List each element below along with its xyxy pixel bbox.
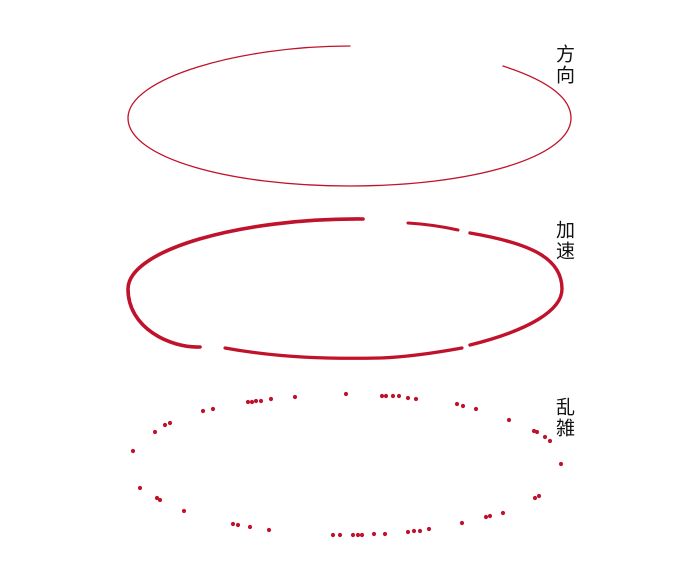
scatter-dot bbox=[337, 532, 343, 538]
scatter-dot bbox=[371, 531, 377, 537]
scatter-dot bbox=[235, 522, 241, 528]
scatter-dot bbox=[532, 495, 538, 501]
label-direction: 方向 bbox=[553, 44, 575, 86]
scatter-dot bbox=[413, 396, 419, 402]
scatter-dot bbox=[506, 417, 512, 423]
scatter-dot bbox=[558, 461, 564, 467]
scatter-dot bbox=[411, 528, 417, 534]
scatter-dot bbox=[359, 532, 365, 538]
scatter-dot bbox=[247, 524, 253, 530]
scatter-dot bbox=[249, 399, 255, 405]
scatter-dot bbox=[547, 438, 553, 444]
scatter-dot bbox=[167, 420, 173, 426]
scatter-dot bbox=[152, 429, 158, 435]
scatter-dot bbox=[245, 399, 251, 405]
scatter-dot bbox=[350, 532, 356, 538]
scatter-dot bbox=[405, 529, 411, 535]
scatter-dot bbox=[483, 514, 489, 520]
scatter-dot bbox=[200, 408, 206, 414]
scatter-dot bbox=[355, 532, 361, 538]
scatter-dot bbox=[154, 495, 160, 501]
scatter-dot bbox=[181, 508, 187, 514]
scatter-dot bbox=[230, 521, 236, 527]
scatter-dot bbox=[405, 395, 411, 401]
scatter-dot bbox=[379, 393, 385, 399]
scatter-dot bbox=[396, 393, 402, 399]
scatter-dot bbox=[531, 428, 537, 434]
scatter-dot bbox=[460, 403, 466, 409]
scatter-dot bbox=[473, 406, 479, 412]
scatter-dot bbox=[459, 520, 465, 526]
scatter-dot bbox=[210, 406, 216, 412]
scatter-dot bbox=[162, 422, 168, 428]
scatter-dot bbox=[542, 434, 548, 440]
label-random: 乱雑 bbox=[553, 397, 575, 439]
directional-ellipse bbox=[127, 45, 572, 187]
scatter-dot bbox=[426, 526, 432, 532]
scatter-dot bbox=[258, 398, 264, 404]
scatter-dot bbox=[330, 532, 336, 538]
scatter-dot bbox=[292, 394, 298, 400]
scatter-dot bbox=[268, 396, 274, 402]
label-acceleration: 加速 bbox=[553, 220, 575, 262]
scatter-dot bbox=[383, 393, 389, 399]
scatter-dot bbox=[253, 398, 259, 404]
scatter-dot bbox=[536, 493, 542, 499]
scatter-dot bbox=[417, 528, 423, 534]
scatter-dot bbox=[343, 391, 349, 397]
scatter-dot bbox=[266, 527, 272, 533]
accelerating-ellipse bbox=[126, 217, 564, 360]
scatter-dot bbox=[390, 393, 396, 399]
scatter-dot bbox=[500, 510, 506, 516]
scatter-dot bbox=[454, 401, 460, 407]
scatter-dot bbox=[382, 531, 388, 537]
scatter-dot bbox=[130, 448, 136, 454]
scatter-dot bbox=[157, 497, 163, 503]
scatter-dot bbox=[137, 485, 143, 491]
random-dot-ellipse bbox=[130, 391, 564, 538]
scatter-dot bbox=[487, 513, 493, 519]
